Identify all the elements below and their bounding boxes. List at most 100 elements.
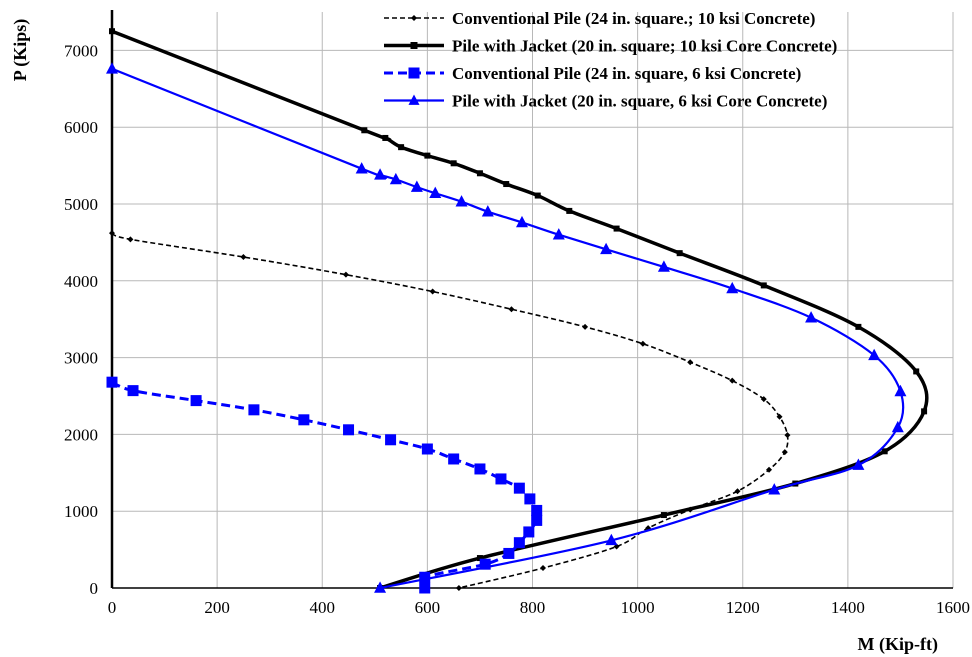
data-point: [605, 533, 618, 546]
data-point: [524, 493, 536, 505]
data-point: [343, 424, 355, 436]
data-point: [106, 376, 118, 388]
data-point: [776, 413, 783, 420]
data-point: [382, 134, 389, 141]
data-point: [298, 414, 310, 426]
y-tick-label: 7000: [64, 41, 98, 60]
data-point: [421, 443, 433, 455]
data-point: [410, 180, 423, 192]
data-point: [476, 170, 483, 177]
data-point: [534, 192, 541, 199]
data-point: [248, 404, 260, 416]
data-point: [513, 482, 525, 494]
data-point: [476, 555, 483, 562]
data-point: [419, 582, 431, 594]
data-point: [429, 288, 436, 295]
data-point: [361, 127, 368, 134]
legend-entry: Pile with Jacket (20 in. square; 10 ksi …: [384, 37, 837, 56]
data-point: [455, 195, 468, 207]
data-point: [881, 448, 888, 455]
data-point: [852, 458, 865, 470]
series-pile-with-jacket-20-in-square-6-ksi-core-concrete: [106, 62, 907, 593]
data-point: [495, 473, 507, 485]
data-point: [540, 565, 547, 572]
data-point: [513, 537, 525, 549]
data-point: [805, 311, 818, 323]
series-pile-with-jacket-20-in-square-10-ksi-core-concrete: [109, 28, 929, 591]
data-point: [508, 306, 515, 313]
data-point: [374, 581, 387, 593]
data-point: [868, 348, 881, 361]
data-point: [784, 432, 791, 439]
data-point: [127, 236, 134, 243]
data-point: [429, 186, 442, 199]
data-point: [109, 230, 115, 237]
data-point: [474, 463, 486, 475]
data-point: [515, 215, 528, 228]
y-tick-label: 3000: [64, 349, 98, 368]
data-point: [687, 359, 694, 366]
data-point: [531, 514, 543, 526]
data-point: [552, 228, 565, 240]
data-point: [676, 250, 683, 257]
x-tick-label: 200: [204, 598, 230, 617]
x-tick-label: 400: [310, 598, 336, 617]
data-point: [389, 172, 402, 185]
data-point: [855, 323, 862, 330]
legend-entry: Pile with Jacket (20 in. square, 6 ksi C…: [384, 92, 827, 111]
x-tick-label: 0: [108, 598, 117, 617]
legend: Conventional Pile (24 in. square.; 10 ks…: [384, 9, 837, 111]
x-tick-label: 1600: [936, 598, 970, 617]
x-tick-label: 800: [520, 598, 546, 617]
series-line: [111, 232, 789, 589]
data-point: [566, 207, 573, 214]
data-point: [355, 162, 368, 174]
data-point: [342, 271, 349, 278]
data-point: [385, 434, 397, 446]
data-point: [894, 384, 907, 397]
plot-area: [106, 28, 929, 594]
data-point: [766, 466, 773, 473]
series-line: [111, 67, 905, 590]
data-point: [411, 15, 417, 21]
x-tick-label: 1200: [726, 598, 760, 617]
data-point: [240, 253, 247, 260]
data-point: [127, 385, 139, 397]
y-tick-label: 5000: [64, 195, 98, 214]
x-tick-label: 600: [415, 598, 441, 617]
data-point: [410, 42, 418, 49]
data-point: [523, 526, 535, 538]
data-point: [913, 368, 920, 375]
data-point: [639, 340, 646, 347]
y-tick-label: 4000: [64, 272, 98, 291]
data-point: [398, 144, 405, 151]
data-point: [419, 571, 431, 583]
data-point: [190, 395, 202, 407]
data-point: [726, 281, 739, 294]
data-point: [109, 28, 115, 35]
y-axis-title: P (Kips): [10, 19, 31, 82]
data-point: [408, 94, 420, 105]
data-point: [503, 181, 510, 188]
data-point: [657, 260, 670, 272]
data-point: [600, 242, 613, 255]
axes: [110, 10, 953, 589]
y-tick-label: 2000: [64, 425, 98, 444]
data-point: [613, 225, 620, 232]
legend-label: Pile with Jacket (20 in. square; 10 ksi …: [452, 37, 837, 56]
data-point: [479, 558, 491, 570]
series-conventional-pile-24-in-square-10-ksi-concrete: [109, 230, 791, 591]
grid: [112, 12, 954, 588]
legend-label: Pile with Jacket (20 in. square, 6 ksi C…: [452, 92, 827, 111]
x-axis-title: M (Kip-ft): [858, 634, 938, 655]
data-point: [481, 205, 494, 217]
data-point: [408, 67, 420, 79]
data-point: [768, 483, 781, 495]
data-point: [106, 62, 118, 74]
series-line: [111, 380, 540, 589]
data-point: [450, 160, 457, 167]
legend-entry: Conventional Pile (24 in. square, 6 ksi …: [384, 64, 801, 83]
legend-label: Conventional Pile (24 in. square.; 10 ks…: [452, 9, 815, 28]
data-point: [531, 504, 543, 516]
data-point: [891, 420, 904, 433]
